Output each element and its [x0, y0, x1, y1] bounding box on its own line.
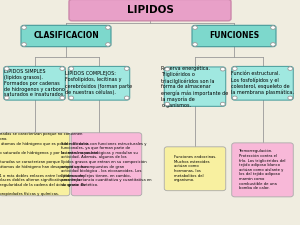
FancyBboxPatch shape — [164, 67, 226, 106]
FancyBboxPatch shape — [192, 25, 276, 47]
Circle shape — [232, 67, 237, 70]
FancyBboxPatch shape — [0, 133, 70, 196]
Circle shape — [4, 96, 9, 100]
Circle shape — [165, 68, 170, 71]
Circle shape — [165, 102, 170, 106]
Circle shape — [271, 43, 275, 46]
Circle shape — [60, 96, 65, 100]
Circle shape — [22, 26, 26, 29]
Text: LIPIDOS: LIPIDOS — [127, 5, 173, 15]
Circle shape — [220, 102, 225, 106]
Circle shape — [124, 96, 129, 100]
Text: LIPIDOS SIMPLES
(lipidos grasos).
Formados por cadenas
de hidrogenos y carbono
s: LIPIDOS SIMPLES (lipidos grasos). Formad… — [4, 69, 65, 97]
FancyBboxPatch shape — [232, 66, 293, 100]
Text: Reserva energética.
Triglicéridos o
triacilglicéridos son la
forma de almacenar
: Reserva energética. Triglicéridos o tria… — [161, 65, 229, 108]
FancyBboxPatch shape — [21, 25, 111, 47]
Circle shape — [69, 67, 74, 70]
Circle shape — [4, 67, 9, 70]
Circle shape — [193, 26, 197, 29]
Circle shape — [69, 96, 74, 100]
Circle shape — [22, 43, 26, 46]
Text: FUNCIONES: FUNCIONES — [209, 32, 259, 40]
Text: Los grasas saturadas se caracterizan porque no contienen
dobles de carbono.
Entr: Los grasas saturadas se caracterizan por… — [0, 132, 98, 196]
Text: Son moléculas con funciones estructurales y
funcionales, ya que forman parte de
: Son moléculas con funciones estructurale… — [61, 142, 152, 187]
Circle shape — [232, 96, 237, 100]
FancyBboxPatch shape — [68, 66, 130, 100]
Circle shape — [288, 96, 293, 100]
FancyBboxPatch shape — [69, 0, 231, 21]
Text: CLASIFICACION: CLASIFICACION — [33, 32, 99, 40]
Circle shape — [124, 67, 129, 70]
FancyBboxPatch shape — [164, 147, 226, 191]
Circle shape — [106, 43, 110, 46]
Circle shape — [271, 26, 275, 29]
Circle shape — [60, 67, 65, 70]
FancyBboxPatch shape — [4, 66, 65, 100]
FancyBboxPatch shape — [232, 143, 293, 197]
Text: Funciones endocrinas.
Muchos esteroides
actúan como
hormonas, los
metabolitos de: Funciones endocrinas. Muchos esteroides … — [174, 155, 216, 182]
Circle shape — [288, 67, 293, 70]
Text: Función estructural.
Los fosfolípidos y el
colesterol, esqueleto de
la membrana : Función estructural. Los fosfolípidos y … — [231, 72, 294, 95]
Circle shape — [220, 68, 225, 71]
FancyBboxPatch shape — [71, 133, 142, 196]
Circle shape — [106, 26, 110, 29]
Text: LIPIDOS COMPLEJOS:
Fosfolipidos, lecitinas y
cerebrósidos (forman parte
de nuest: LIPIDOS COMPLEJOS: Fosfolipidos, lecitin… — [65, 72, 133, 95]
Circle shape — [193, 43, 197, 46]
Text: Termorregulación.
Protección contra el
frío. Los triglicéridos del
tejido adipos: Termorregulación. Protección contra el f… — [239, 149, 286, 190]
